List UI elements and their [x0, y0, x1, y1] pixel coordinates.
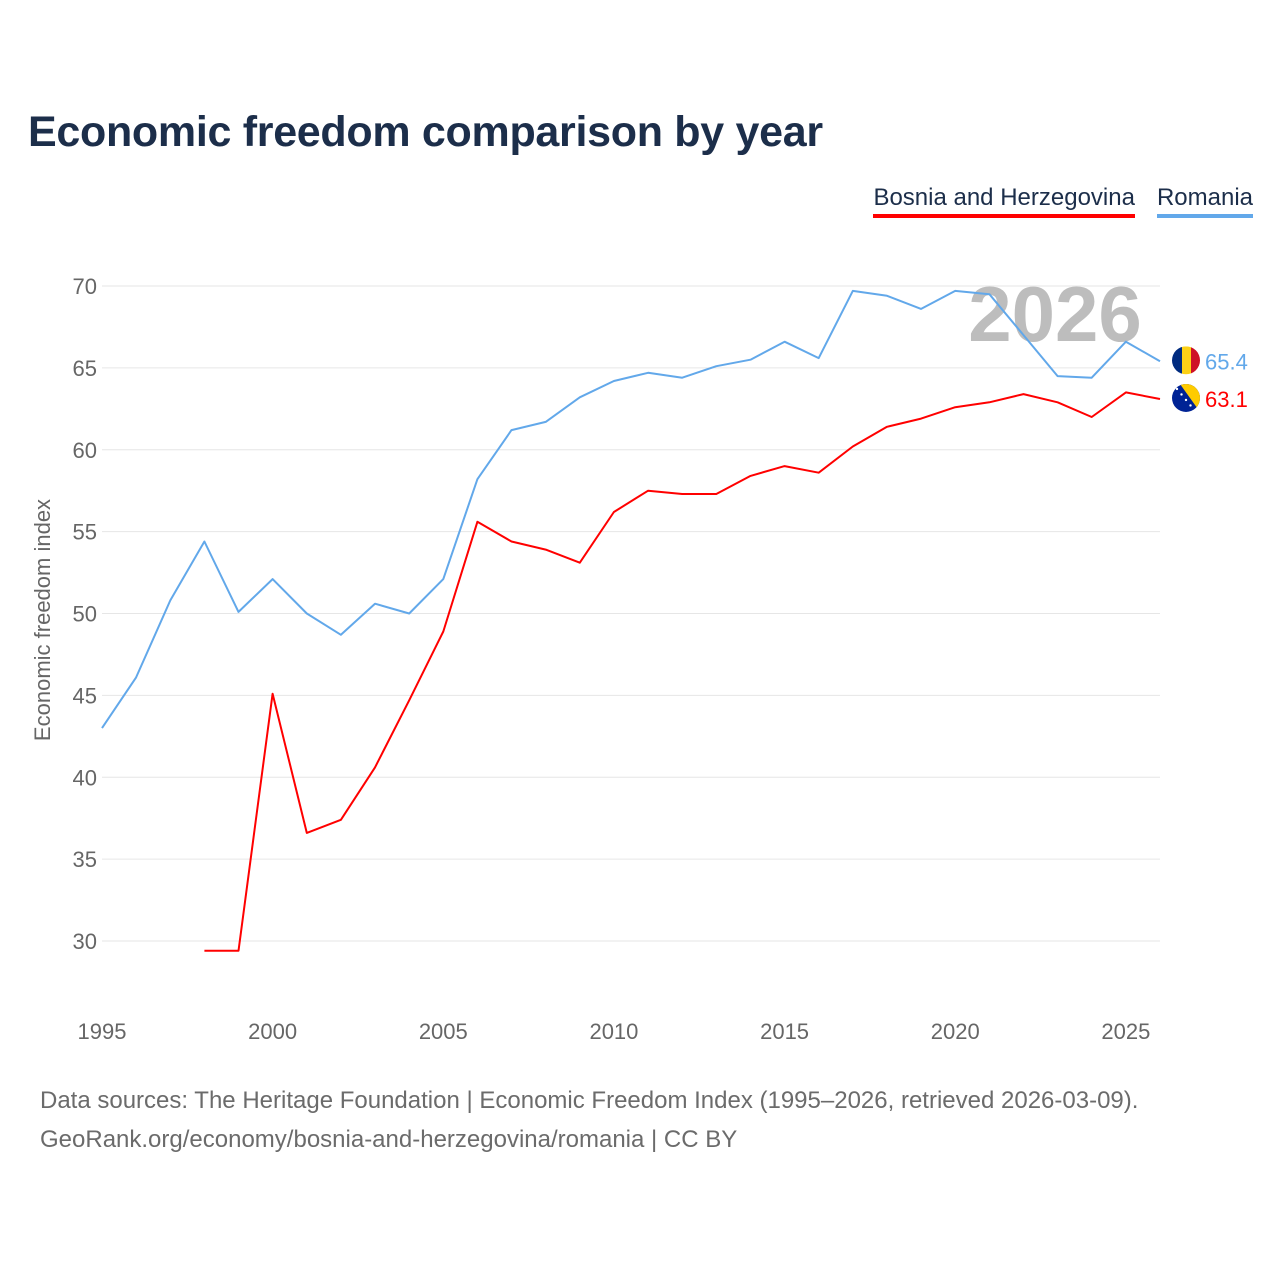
- x-tick-label: 2000: [248, 1019, 297, 1044]
- footer-url: GeoRank.org/economy/bosnia-and-herzegovi…: [40, 1126, 738, 1153]
- x-tick-label: 2015: [760, 1019, 809, 1044]
- end-value-label: 63.1: [1205, 387, 1248, 412]
- footer-sources: Data sources: The Heritage Foundation | …: [40, 1087, 1139, 1114]
- y-tick-label: 30: [73, 929, 97, 954]
- y-tick-label: 70: [73, 274, 97, 299]
- y-tick-label: 50: [73, 602, 97, 627]
- chart-title: Economic freedom comparison by year: [28, 108, 823, 156]
- y-tick-label: 65: [73, 356, 97, 381]
- y-tick-label: 40: [73, 765, 97, 790]
- end-value-label: 65.4: [1205, 349, 1248, 374]
- y-tick-label: 60: [73, 438, 97, 463]
- bosnia-flag-icon: [1172, 383, 1200, 412]
- legend-item-bosnia[interactable]: Bosnia and Herzegovina: [873, 184, 1135, 218]
- legend: Bosnia and Herzegovina Romania: [873, 184, 1253, 218]
- x-tick-label: 2020: [931, 1019, 980, 1044]
- y-tick-label: 55: [73, 520, 97, 545]
- x-tick-label: 1995: [78, 1019, 127, 1044]
- y-tick-label: 45: [73, 683, 97, 708]
- year-watermark: 2026: [968, 270, 1142, 358]
- romania-flag-icon: [1172, 346, 1200, 375]
- x-tick-label: 2010: [589, 1019, 638, 1044]
- legend-item-romania[interactable]: Romania: [1156, 184, 1253, 218]
- series-line-romania: [101, 289, 1161, 729]
- series-line-bosnia: [204, 391, 1161, 952]
- x-tick-label: 2025: [1101, 1019, 1150, 1044]
- x-tick-label: 2005: [419, 1019, 468, 1044]
- y-axis-label: Economic freedom index: [30, 499, 55, 741]
- y-tick-label: 35: [73, 847, 97, 872]
